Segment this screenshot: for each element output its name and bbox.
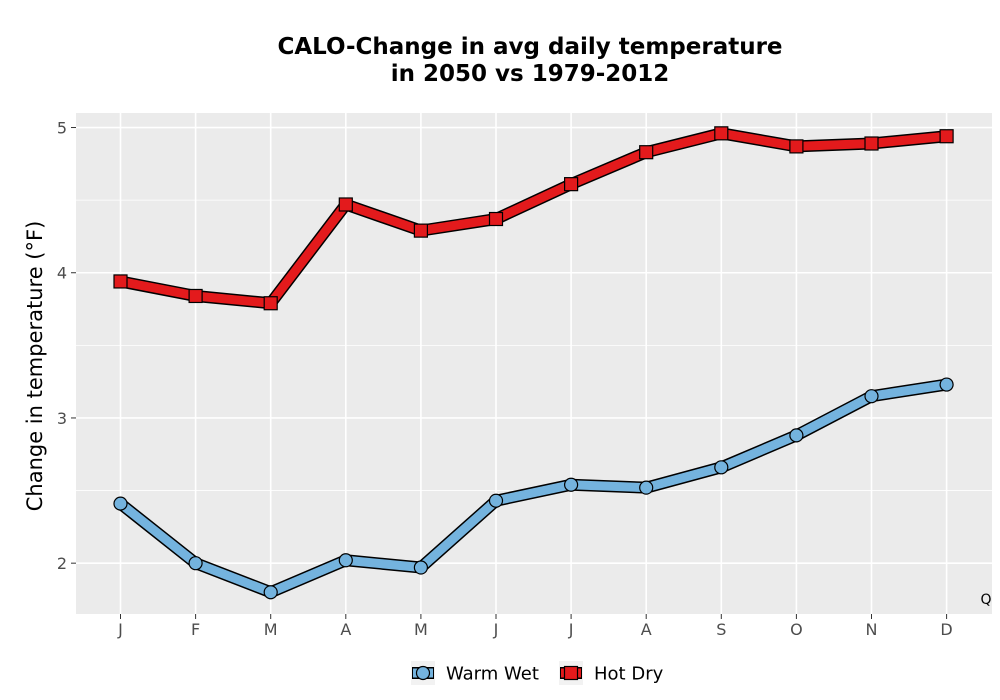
data-point <box>864 389 879 404</box>
series-line <box>116 380 952 597</box>
data-point <box>338 197 353 212</box>
data-point <box>413 560 428 575</box>
series-line <box>116 128 952 308</box>
data-point <box>263 296 278 311</box>
data-point <box>939 377 954 392</box>
x-tick-label: A <box>641 620 652 639</box>
data-point <box>789 139 804 154</box>
legend-label: Hot Dry <box>594 664 664 685</box>
y-tick-label: 3 <box>57 409 67 428</box>
y-tick-label: 4 <box>57 264 67 283</box>
major-gridlines <box>76 113 992 614</box>
legend-key-marker <box>415 665 431 681</box>
x-tick-label: J <box>117 620 123 639</box>
data-point <box>563 477 579 492</box>
corner-label: Q <box>980 592 991 608</box>
x-tick-label: M <box>414 620 428 639</box>
series-warm-wet <box>113 377 954 600</box>
series-hot-dry <box>113 126 954 311</box>
x-tick-label: J <box>568 620 574 639</box>
data-point <box>488 493 504 508</box>
data-point <box>113 274 128 289</box>
data-point <box>639 145 654 160</box>
y-tick-label: 5 <box>57 119 67 138</box>
data-point <box>563 177 579 192</box>
legend: Warm Wet Hot Dry <box>411 661 664 685</box>
data-point <box>188 288 203 304</box>
y-tick-label: 2 <box>57 554 67 573</box>
plot-panel <box>76 113 992 614</box>
legend-key-marker <box>563 665 579 681</box>
chart-title-line2: in 2050 vs 1979-2012 <box>391 61 670 87</box>
data-point <box>338 553 353 568</box>
y-axis: 2 3 4 5 <box>57 119 76 573</box>
data-point <box>263 585 278 600</box>
legend-label: Warm Wet <box>446 664 539 685</box>
data-point <box>639 480 654 495</box>
data-point <box>413 223 428 238</box>
data-point <box>864 136 879 151</box>
x-tick-label: M <box>264 620 278 639</box>
data-point <box>488 211 504 227</box>
data-point <box>789 428 804 443</box>
data-point <box>939 129 954 144</box>
legend-item-warm-wet: Warm Wet <box>411 661 539 685</box>
x-tick-label: J <box>493 620 499 639</box>
data-point <box>714 460 729 475</box>
chart-title-line1: CALO-Change in avg daily temperature <box>277 34 782 60</box>
data-point <box>113 496 128 511</box>
x-tick-label: N <box>866 620 878 639</box>
y-axis-title: Change in temperature (°F) <box>23 221 47 512</box>
x-tick-label: A <box>340 620 351 639</box>
data-point <box>188 556 203 571</box>
x-tick-label: D <box>940 620 952 639</box>
x-tick-label: O <box>790 620 803 639</box>
x-tick-label: S <box>716 620 726 639</box>
series-layer <box>113 126 954 600</box>
data-point <box>714 126 729 141</box>
legend-item-hot-dry: Hot Dry <box>559 661 664 685</box>
x-tick-label: F <box>191 620 200 639</box>
